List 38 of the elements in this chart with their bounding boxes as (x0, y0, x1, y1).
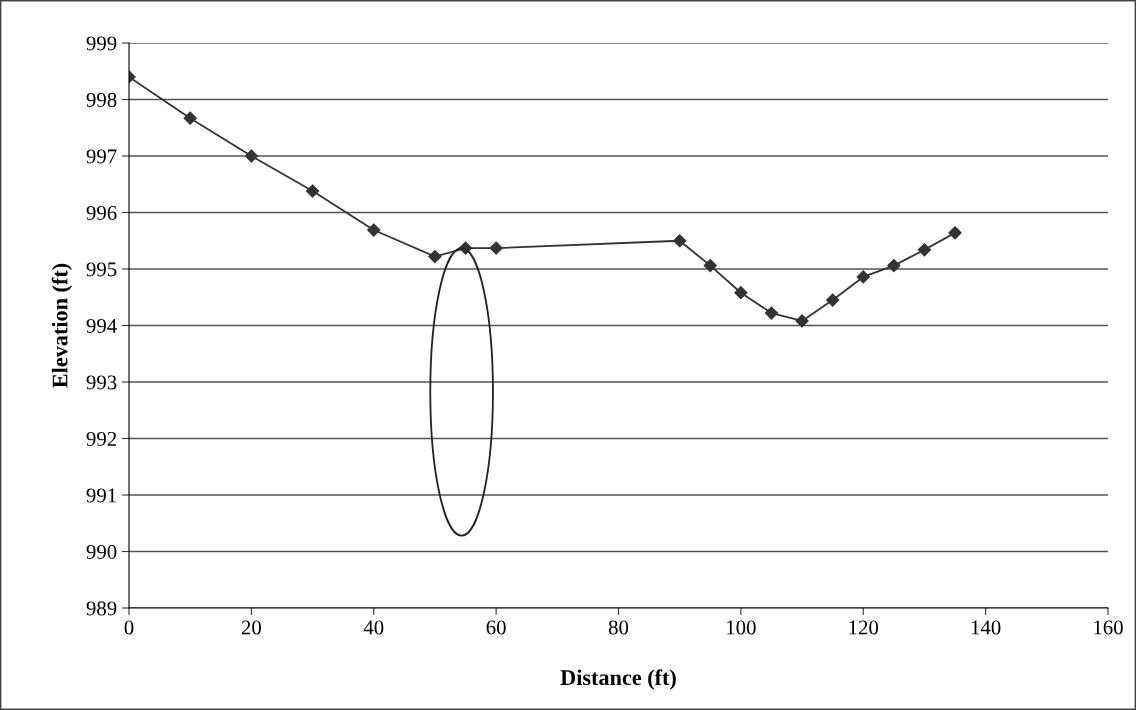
y-tick-label: 991 (86, 488, 116, 503)
y-tick-label: 993 (86, 375, 117, 390)
point (244, 149, 258, 163)
point (948, 226, 962, 240)
point (764, 306, 779, 320)
point (703, 259, 717, 273)
y-tick-label: 992 (86, 431, 117, 446)
y-tick-label: 996 (86, 205, 117, 220)
y-tick-label: 997 (86, 149, 117, 164)
y-tick-label: 990 (86, 544, 117, 559)
x-tick-label: 60 (486, 620, 506, 635)
x-tick-label: 120 (849, 620, 879, 635)
point (489, 241, 503, 255)
point (367, 223, 381, 237)
y-tick-label: 998 (86, 92, 117, 107)
x-tick-label: 20 (241, 620, 261, 635)
point (183, 111, 197, 125)
point (917, 243, 932, 257)
point (673, 234, 687, 248)
x-tick-label: 140 (971, 620, 1001, 635)
x-tick-label: 100 (727, 620, 756, 635)
point (887, 259, 901, 273)
x-tick-label: 40 (363, 620, 384, 635)
point (856, 270, 870, 284)
point (826, 293, 840, 307)
y-tick-label: 994 (86, 318, 117, 333)
y-axis-title: Elevation (ft) (51, 263, 73, 388)
point (428, 249, 442, 264)
y-tick-label: 995 (86, 262, 117, 277)
x-tick-label: 80 (608, 620, 629, 635)
x-tick-label: 160 (1094, 620, 1123, 635)
y-tick-label: 999 (86, 36, 117, 51)
x-axis-title: Distance (ft) (560, 669, 676, 690)
point (795, 314, 809, 328)
x-tick-label: 0 (124, 620, 134, 635)
point (734, 286, 748, 300)
point (305, 184, 320, 198)
y-tick-label: 989 (86, 601, 117, 616)
